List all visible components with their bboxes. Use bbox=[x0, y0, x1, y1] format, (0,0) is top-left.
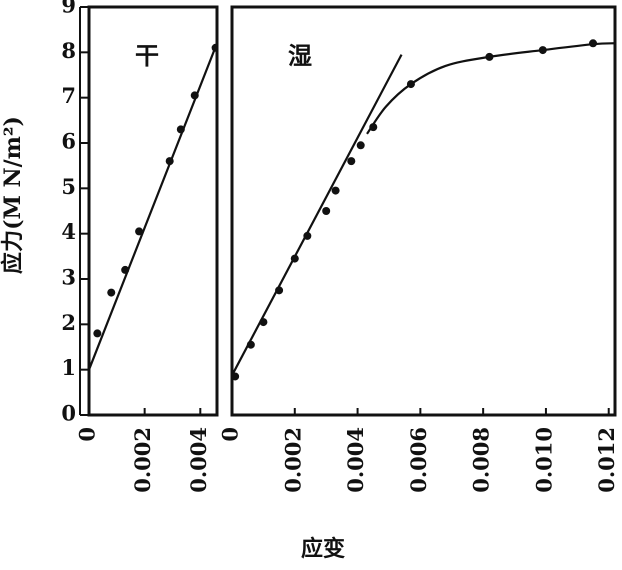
y-axis-title: 应力(M N/m²) bbox=[0, 116, 26, 274]
y-tick-label: 4 bbox=[61, 219, 76, 244]
wet-x-tick-label: 0 bbox=[218, 427, 243, 442]
wet-data-point bbox=[322, 207, 331, 215]
dry-x-tick-label: 0.002 bbox=[130, 427, 155, 493]
dry-panel-frame bbox=[87, 5, 219, 417]
x-axis-title: 应变 bbox=[301, 536, 345, 562]
wet-data-point bbox=[331, 186, 340, 195]
wet-x-tick-label: 0.012 bbox=[594, 427, 619, 493]
wet-fit-line bbox=[232, 54, 403, 378]
wet-x-tick-label: 0.006 bbox=[406, 427, 431, 493]
dry-data-point bbox=[211, 43, 217, 52]
wet-data-point bbox=[589, 39, 598, 48]
dry-x-tick-label: 0.004 bbox=[186, 427, 211, 493]
dry-data-point bbox=[135, 227, 144, 236]
y-tick-label: 5 bbox=[61, 174, 76, 199]
wet-x-tick-label: 0.010 bbox=[531, 427, 556, 493]
wet-data-point bbox=[275, 286, 284, 295]
dry-data-point bbox=[121, 265, 130, 274]
wet-panel: 0 0.002 0.004 0.006 0.008 0.010 0.012 bbox=[218, 5, 619, 493]
wet-data-point bbox=[538, 46, 547, 55]
y-tick-label: 3 bbox=[61, 265, 76, 290]
dry-panel: 0 0.002 0.004 bbox=[75, 5, 219, 493]
y-tick-label: 8 bbox=[61, 38, 76, 63]
dry-data-point bbox=[165, 157, 174, 166]
wet-data-point bbox=[485, 52, 494, 61]
y-tick-label: 6 bbox=[61, 129, 76, 154]
panel-title-wet: 湿 bbox=[288, 41, 312, 70]
dry-plot-area bbox=[89, 42, 217, 371]
panel-title-dry: 干 bbox=[135, 41, 159, 70]
wet-data-point bbox=[232, 372, 240, 381]
dry-data-point bbox=[176, 125, 185, 134]
y-tick-label: 9 bbox=[61, 0, 76, 18]
wet-data-point bbox=[347, 157, 356, 166]
wet-data-point bbox=[369, 123, 378, 132]
wet-panel-frame bbox=[230, 5, 617, 417]
y-tick-label: 0 bbox=[61, 401, 76, 426]
wet-data-point bbox=[406, 80, 415, 89]
y-tick-label: 2 bbox=[61, 310, 76, 335]
wet-data-point bbox=[259, 318, 268, 327]
wet-data-point bbox=[290, 254, 299, 263]
y-tick-label: 7 bbox=[61, 83, 76, 108]
wet-data-point bbox=[303, 231, 312, 240]
y-axis: 0 1 2 3 4 5 6 7 8 9 bbox=[61, 0, 89, 426]
dry-data-point bbox=[190, 91, 199, 100]
wet-plot-area bbox=[232, 39, 615, 381]
wet-x-tick-label: 0.002 bbox=[280, 427, 305, 493]
wet-data-point bbox=[246, 340, 255, 349]
wet-x-tick-label: 0.008 bbox=[469, 427, 494, 493]
dry-x-tick-label: 0 bbox=[75, 427, 100, 442]
dry-data-point bbox=[107, 288, 116, 297]
wet-data-point bbox=[356, 141, 365, 150]
dry-fit-line bbox=[89, 42, 217, 371]
dry-data-point bbox=[93, 329, 102, 338]
y-tick-label: 1 bbox=[61, 355, 76, 380]
wet-x-tick-label: 0.004 bbox=[343, 427, 368, 493]
